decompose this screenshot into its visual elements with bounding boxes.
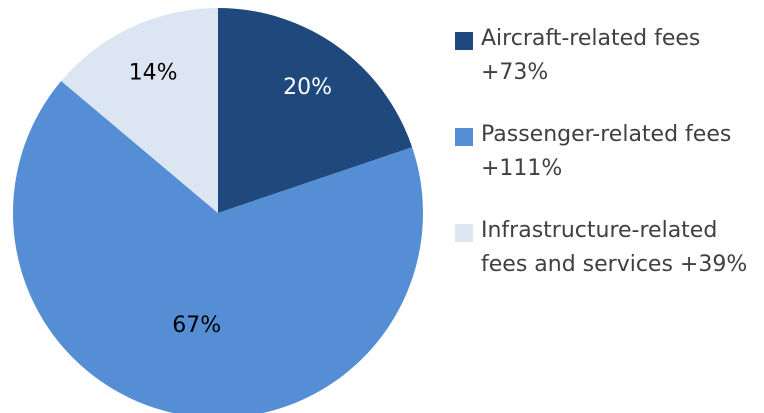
legend-label: Passenger-related fees +111% xyxy=(481,122,732,181)
legend-item: Infrastructure-related fees and services… xyxy=(455,214,760,282)
pie: 20% 67% 14% xyxy=(13,8,423,413)
pie-slice xyxy=(218,8,413,213)
legend-item: Passenger-related fees +111% xyxy=(455,118,760,186)
legend-item: Aircraft-related fees +73% xyxy=(455,22,760,90)
data-label: 14% xyxy=(129,61,178,86)
data-label: 20% xyxy=(283,75,332,100)
legend-label: Infrastructure-related fees and services… xyxy=(481,218,748,277)
pie-slice xyxy=(61,8,219,213)
legend-swatch xyxy=(455,224,473,242)
data-label: 67% xyxy=(172,313,221,338)
pie-slice xyxy=(13,80,423,413)
legend: Aircraft-related fees +73% Passenger-rela… xyxy=(455,22,760,310)
legend-label: Aircraft-related fees +73% xyxy=(481,26,701,85)
legend-swatch xyxy=(455,32,473,50)
legend-swatch xyxy=(455,128,473,146)
